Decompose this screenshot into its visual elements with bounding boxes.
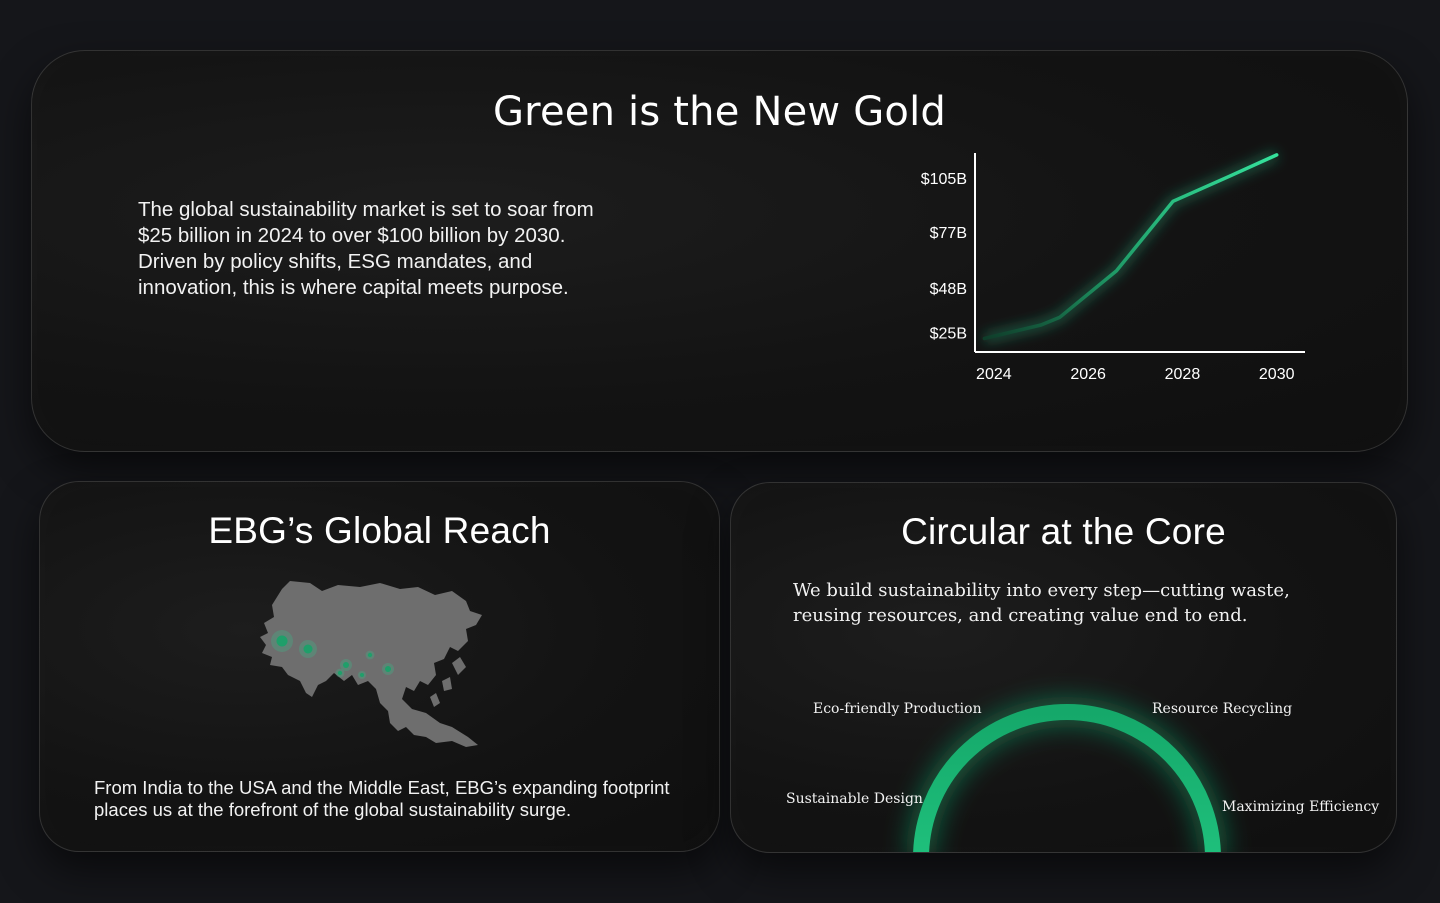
circular-card: Circular at the Core We build sustainabi… bbox=[730, 482, 1397, 853]
x-tick-label: 2030 bbox=[1259, 366, 1295, 383]
reach-description: From India to the USA and the Middle Eas… bbox=[94, 777, 670, 820]
y-tick-label: $25B bbox=[930, 326, 967, 343]
feature-resource-recycling: Resource Recycling bbox=[1152, 701, 1293, 717]
series-line-glow bbox=[983, 150, 1279, 344]
reach-title: EBG’s Global Reach bbox=[208, 510, 551, 551]
feature-eco-friendly-production: Eco-friendly Production bbox=[813, 701, 982, 717]
location-dot-icon bbox=[276, 635, 288, 647]
market-growth-chart: $25B $48B $77B $105B 2024 2026 2028 2030 bbox=[921, 150, 1305, 383]
y-tick-label: $48B bbox=[930, 281, 967, 298]
feature-sustainable-design: Sustainable Design bbox=[786, 791, 923, 807]
x-tick-label: 2026 bbox=[1070, 366, 1106, 383]
x-tick-label: 2024 bbox=[976, 366, 1012, 383]
location-dot-icon bbox=[343, 662, 349, 668]
series-line bbox=[982, 153, 1279, 341]
location-dot-icon bbox=[360, 673, 364, 677]
market-card: Green is the New Gold The global sustain… bbox=[31, 50, 1408, 452]
location-dot-icon bbox=[303, 644, 313, 654]
location-dot-icon bbox=[337, 670, 343, 676]
circular-title: Circular at the Core bbox=[901, 511, 1226, 552]
location-dot-icon bbox=[367, 652, 373, 658]
y-tick-label: $105B bbox=[921, 171, 967, 188]
location-dot-icon bbox=[385, 666, 391, 672]
x-tick-label: 2028 bbox=[1165, 366, 1201, 383]
y-tick-label: $77B bbox=[930, 225, 967, 242]
global-reach-card: EBG’s Global Reach From India to the USA… bbox=[39, 481, 720, 852]
circular-description: We build sustainability into every step—… bbox=[793, 580, 1290, 626]
feature-maximizing-efficiency: Maximizing Efficiency bbox=[1222, 799, 1380, 815]
market-description: The global sustainability market is set … bbox=[138, 198, 594, 299]
market-title: Green is the New Gold bbox=[492, 89, 946, 135]
asia-map-icon bbox=[230, 577, 500, 752]
